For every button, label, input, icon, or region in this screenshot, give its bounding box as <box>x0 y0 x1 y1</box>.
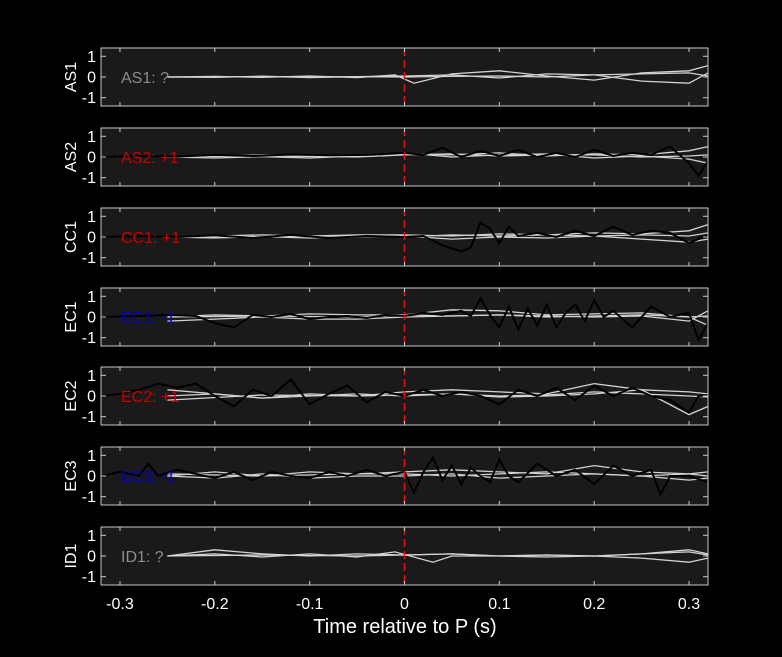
panel-as1: -1 0 1 AS1 AS1: ? <box>63 47 709 107</box>
polarity-label: EC1: -1 <box>121 310 175 327</box>
x-axis-label: Time relative to P (s) <box>313 616 496 638</box>
y-tick-label: 1 <box>87 528 96 545</box>
polarity-label: AS2: +1 <box>121 150 178 167</box>
panel-cc1: -1 0 1 CC1 CC1: +1 <box>63 207 709 267</box>
y-tick-label: 1 <box>87 129 96 146</box>
polarity-label: ID1: ? <box>121 549 164 566</box>
y-tick-label: 0 <box>87 389 96 406</box>
polarity-label: EC3: -1 <box>121 469 175 486</box>
y-tick-label: 1 <box>87 289 96 306</box>
gray-trace-3 <box>167 551 708 557</box>
x-tick-label: 0 <box>400 596 409 613</box>
panel-ec2: -1 0 1 EC2 EC2: +1 <box>63 366 709 426</box>
y-tick-label: -1 <box>82 250 96 267</box>
x-tick-label: -0.1 <box>296 596 324 613</box>
trace-group <box>101 377 708 416</box>
x-tick-label: 0.3 <box>678 596 700 613</box>
panel-ylabel: ID1 <box>63 543 80 568</box>
trace-group <box>101 145 708 178</box>
gray-trace-1 <box>167 223 708 238</box>
y-tick-label: -1 <box>82 409 96 426</box>
y-tick-label: -1 <box>82 90 96 107</box>
y-tick-label: -1 <box>82 330 96 347</box>
black-trace <box>101 145 708 178</box>
x-tick-label: 0.1 <box>488 596 510 613</box>
gray-trace-3 <box>167 72 708 78</box>
black-trace <box>101 296 708 343</box>
panel-as2: -1 0 1 AS2 AS2: +1 <box>63 127 709 187</box>
y-tick-label: 1 <box>87 448 96 465</box>
y-tick-label: 0 <box>87 469 96 486</box>
y-tick-label: -1 <box>82 170 96 187</box>
x-axis: -0.3 -0.2 -0.1 0 0.1 0.2 0.3 <box>106 596 700 613</box>
y-tick-label: 0 <box>87 150 96 167</box>
y-tick-label: -1 <box>82 489 96 506</box>
y-tick-label: 1 <box>87 368 96 385</box>
polarity-label: CC1: +1 <box>121 230 180 247</box>
y-tick-label: 1 <box>87 49 96 66</box>
y-tick-label: 0 <box>87 230 96 247</box>
panel-ylabel: EC1 <box>63 301 80 332</box>
black-trace <box>101 377 708 415</box>
panel-id1: -1 0 1 ID1 ID1: ? <box>63 526 709 586</box>
panel-stack: -1 0 1 AS1 AS1: ? -1 0 1 AS2 AS2: +1 -1 0 1 CC1 CC1: +… <box>63 47 709 586</box>
x-tick-label: -0.3 <box>106 596 134 613</box>
gray-trace-3 <box>167 232 708 238</box>
x-tick-label: -0.2 <box>201 596 229 613</box>
y-tick-label: -1 <box>82 569 96 586</box>
y-tick-label: 0 <box>87 310 96 327</box>
black-trace <box>101 220 708 253</box>
trace-group <box>167 549 708 563</box>
black-trace <box>101 455 708 498</box>
panel-ylabel: EC3 <box>63 460 80 491</box>
panel-ylabel: EC2 <box>63 380 80 411</box>
trace-group <box>101 455 708 498</box>
panel-ec3: -1 0 1 EC3 EC3: -1 <box>63 446 709 506</box>
trace-group <box>101 220 708 253</box>
y-tick-label: 0 <box>87 549 96 566</box>
trace-group <box>167 64 708 84</box>
panel-ec1: -1 0 1 EC1 EC1: -1 <box>63 287 709 347</box>
panel-ylabel: AS1 <box>63 62 80 92</box>
polarity-label: AS1: ? <box>121 70 169 87</box>
trace-group <box>101 296 708 343</box>
panel-ylabel: CC1 <box>63 221 80 253</box>
gray-trace-3 <box>167 471 708 477</box>
y-tick-label: 1 <box>87 209 96 226</box>
y-tick-label: 0 <box>87 70 96 87</box>
x-tick-label: 0.2 <box>583 596 605 613</box>
polarity-label: EC2: +1 <box>121 389 179 406</box>
panel-ylabel: AS2 <box>63 142 80 172</box>
